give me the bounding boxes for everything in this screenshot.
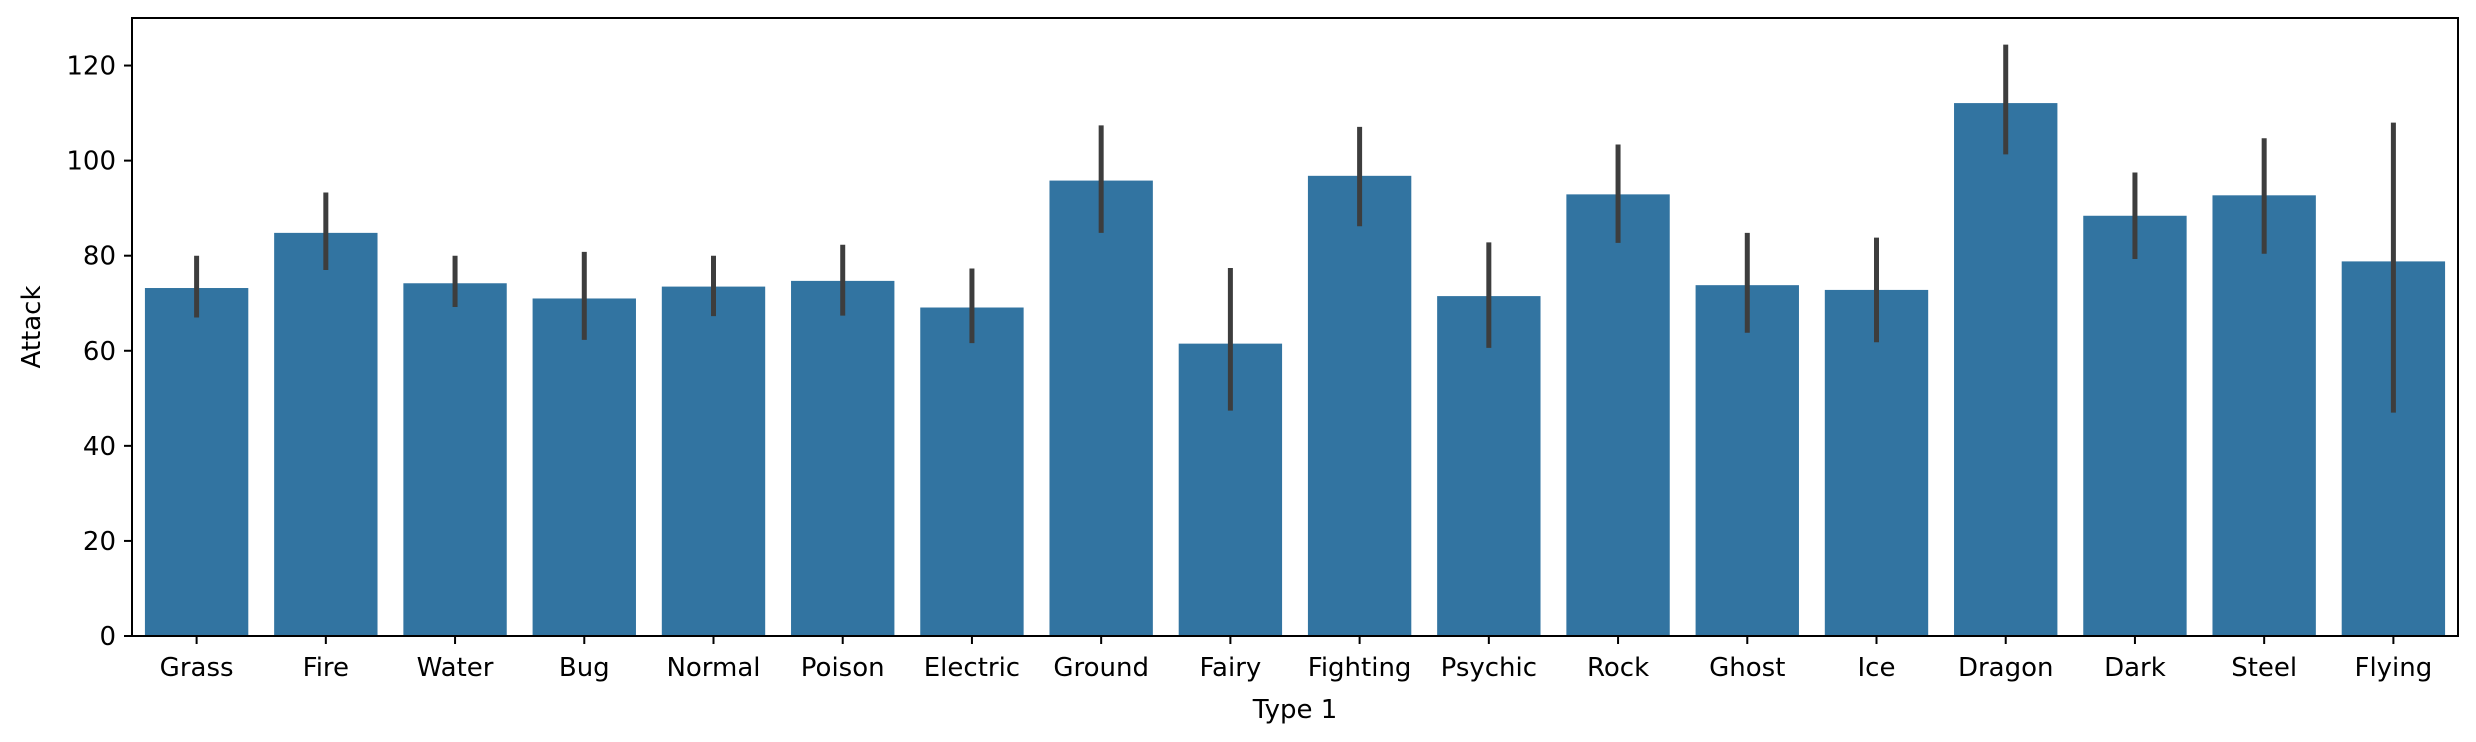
x-tick-label-water: Water <box>417 653 494 683</box>
bar-electric <box>920 307 1024 636</box>
bar-dragon <box>1954 103 2058 636</box>
y-tick-label-20: 20 <box>83 527 116 557</box>
y-tick-label-100: 100 <box>66 147 116 177</box>
x-tick-label-dragon: Dragon <box>1958 653 2054 683</box>
bar-water <box>403 283 507 636</box>
x-tick-label-rock: Rock <box>1587 653 1649 683</box>
x-axis: Grass Fire Water Bug Normal Poison Electric Gro… <box>160 636 2432 683</box>
x-tick-label-dark: Dark <box>2104 653 2166 683</box>
bar-poison <box>791 280 895 636</box>
errorbars-group <box>194 44 2396 413</box>
bar-bug <box>532 298 636 636</box>
y-tick-label-60: 60 <box>83 337 116 367</box>
x-tick-label-bug: Bug <box>559 653 610 683</box>
x-tick-label-flying: Flying <box>2354 653 2432 683</box>
bar-rock <box>1566 194 1670 637</box>
bar-fire <box>274 232 378 636</box>
y-axis-label: Attack <box>17 285 47 368</box>
y-tick-label-120: 120 <box>66 52 116 82</box>
bar-dark <box>2083 215 2187 636</box>
x-tick-label-psychic: Psychic <box>1441 653 1537 683</box>
x-tick-label-fire: Fire <box>303 653 349 683</box>
bar-ground <box>1049 180 1153 636</box>
x-tick-label-ghost: Ghost <box>1709 653 1785 683</box>
bar-ice <box>1824 289 1929 636</box>
x-axis-label: Type 1 <box>1252 695 1338 725</box>
y-tick-label-80: 80 <box>83 242 116 272</box>
bars-group <box>144 103 2446 637</box>
bar-grass <box>144 288 249 636</box>
x-tick-label-poison: Poison <box>801 653 885 683</box>
x-tick-label-steel: Steel <box>2231 653 2297 683</box>
y-axis: 0 20 40 60 80 100 120 <box>66 52 132 652</box>
y-tick-label-0: 0 <box>99 622 116 652</box>
bar-normal <box>661 286 766 636</box>
plot-frame <box>131 17 2459 637</box>
x-tick-label-normal: Normal <box>666 653 760 683</box>
x-tick-label-fighting: Fighting <box>1308 653 1412 683</box>
bar-psychic <box>1437 296 1541 636</box>
y-tick-label-40: 40 <box>83 432 116 462</box>
bar-ghost <box>1695 285 1799 636</box>
x-tick-label-fairy: Fairy <box>1199 653 1261 683</box>
x-tick-label-ground: Ground <box>1053 653 1149 683</box>
bar-fighting <box>1307 175 1412 636</box>
x-tick-label-electric: Electric <box>924 653 1020 683</box>
bar-steel <box>2212 195 2316 636</box>
x-tick-label-ice: Ice <box>1858 653 1896 683</box>
x-tick-label-grass: Grass <box>160 653 234 683</box>
